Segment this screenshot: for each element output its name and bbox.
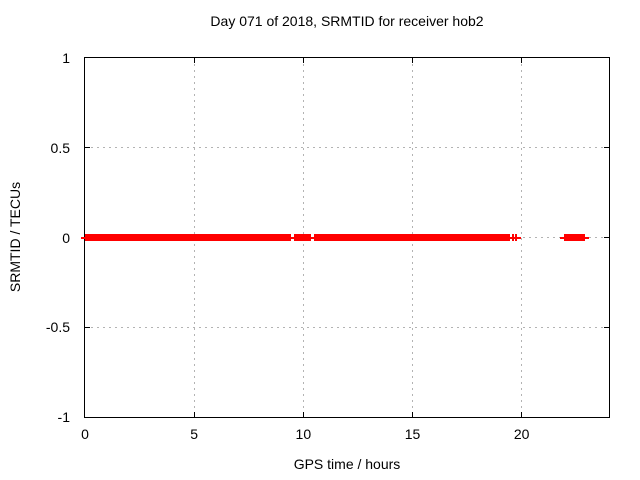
y-tick-label--0.5: -0.5 <box>45 319 70 336</box>
x-tick-label-0: 0 <box>81 426 89 442</box>
x-tick-bottom-20 <box>521 412 523 417</box>
grid-line-y-0.5 <box>85 147 609 149</box>
y-tick-label--1: -1 <box>57 409 70 425</box>
x-tick-top-5 <box>193 58 195 63</box>
x-tick-top-10 <box>302 58 304 63</box>
x-tick-label-5: 5 <box>190 426 199 442</box>
grid-line-y--0.5 <box>85 326 609 328</box>
y-tick-label-0: 0 <box>62 229 70 246</box>
x-tick-label-10: 10 <box>295 426 312 442</box>
x-tick-bottom-5 <box>193 412 195 417</box>
y-tick-left-0.5 <box>85 147 90 149</box>
x-tick-label-15: 15 <box>404 426 421 442</box>
y-tick-left--0.5 <box>85 326 90 328</box>
x-tick-top-20 <box>521 58 523 63</box>
x-tick-top-15 <box>412 58 413 63</box>
y-tick-label-1: 1 <box>62 50 70 66</box>
x-axis-label: GPS time / hours <box>293 456 401 472</box>
data-segment-2 <box>313 234 511 241</box>
data-segment-1 <box>293 234 311 241</box>
data-segment-0 <box>85 234 291 241</box>
x-tick-bottom-15 <box>412 412 413 417</box>
data-segment-3 <box>564 234 585 241</box>
y-tick-right-0 <box>604 237 609 238</box>
y-tick-label-0.5: 0.5 <box>50 139 70 156</box>
data-point-1 <box>515 234 518 241</box>
x-tick-label-20: 20 <box>513 426 530 442</box>
y-tick-right-0.5 <box>604 147 609 149</box>
chart-title: Day 071 of 2018, SRMTID for receiver hob… <box>210 13 484 29</box>
y-tick-right--0.5 <box>604 326 609 328</box>
x-tick-bottom-10 <box>302 412 304 417</box>
